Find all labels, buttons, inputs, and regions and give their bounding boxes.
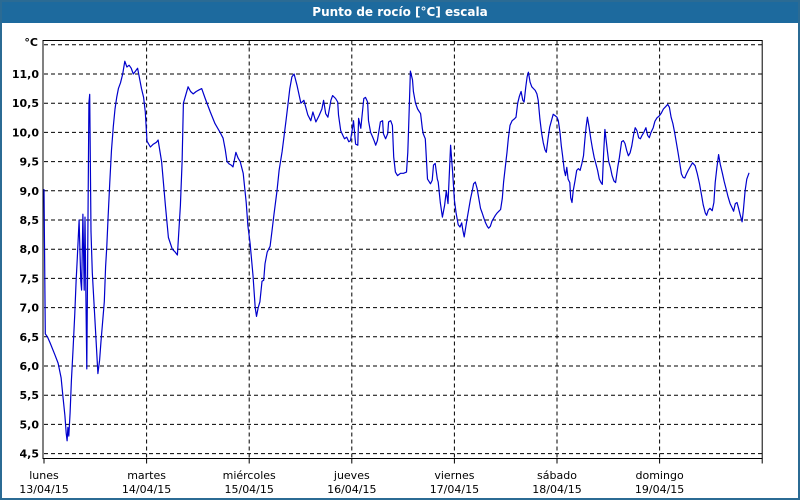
window-title: Punto de rocío [°C] escala [312, 5, 488, 19]
x-day-date-label: 16/04/15 [327, 483, 376, 496]
y-tick-label: 7,5 [20, 272, 40, 285]
y-tick-label: 8,0 [20, 243, 40, 256]
x-day-date-label: 17/04/15 [430, 483, 479, 496]
y-tick-label: 7,0 [20, 302, 40, 315]
y-tick-label: 9,5 [20, 156, 40, 169]
x-day-name-label: jueves [333, 469, 370, 482]
x-day-date-label: 15/04/15 [224, 483, 273, 496]
y-axis-unit-label: °C [24, 36, 38, 49]
y-tick-label: 5,5 [20, 389, 40, 402]
x-day-name-label: viernes [434, 469, 474, 482]
x-day-name-label: sábado [537, 469, 577, 482]
y-tick-label: 10,0 [12, 126, 39, 139]
x-day-date-label: 18/04/15 [532, 483, 581, 496]
y-tick-label: 11,0 [12, 68, 39, 81]
y-tick-label: 9,0 [20, 185, 40, 198]
dewpoint-series-line [43, 60, 750, 442]
plot-frame [42, 40, 763, 459]
y-tick-label: 8,5 [20, 214, 40, 227]
x-day-name-label: miércoles [223, 469, 276, 482]
y-tick-label: 6,0 [20, 360, 40, 373]
x-day-date-label: 19/04/15 [635, 483, 684, 496]
x-day-name-label: martes [127, 469, 166, 482]
x-day-date-label: 13/04/15 [19, 483, 68, 496]
x-day-name-label: domingo [636, 469, 684, 482]
window-titlebar: Punto de rocío [°C] escala [2, 2, 798, 23]
y-tick-label: 10,5 [12, 97, 39, 110]
y-tick-label: 5,0 [20, 418, 40, 431]
y-tick-label: 4,5 [20, 448, 40, 461]
x-day-date-label: 14/04/15 [122, 483, 171, 496]
x-day-name-label: lunes [29, 469, 59, 482]
y-tick-label: 6,5 [20, 331, 40, 344]
